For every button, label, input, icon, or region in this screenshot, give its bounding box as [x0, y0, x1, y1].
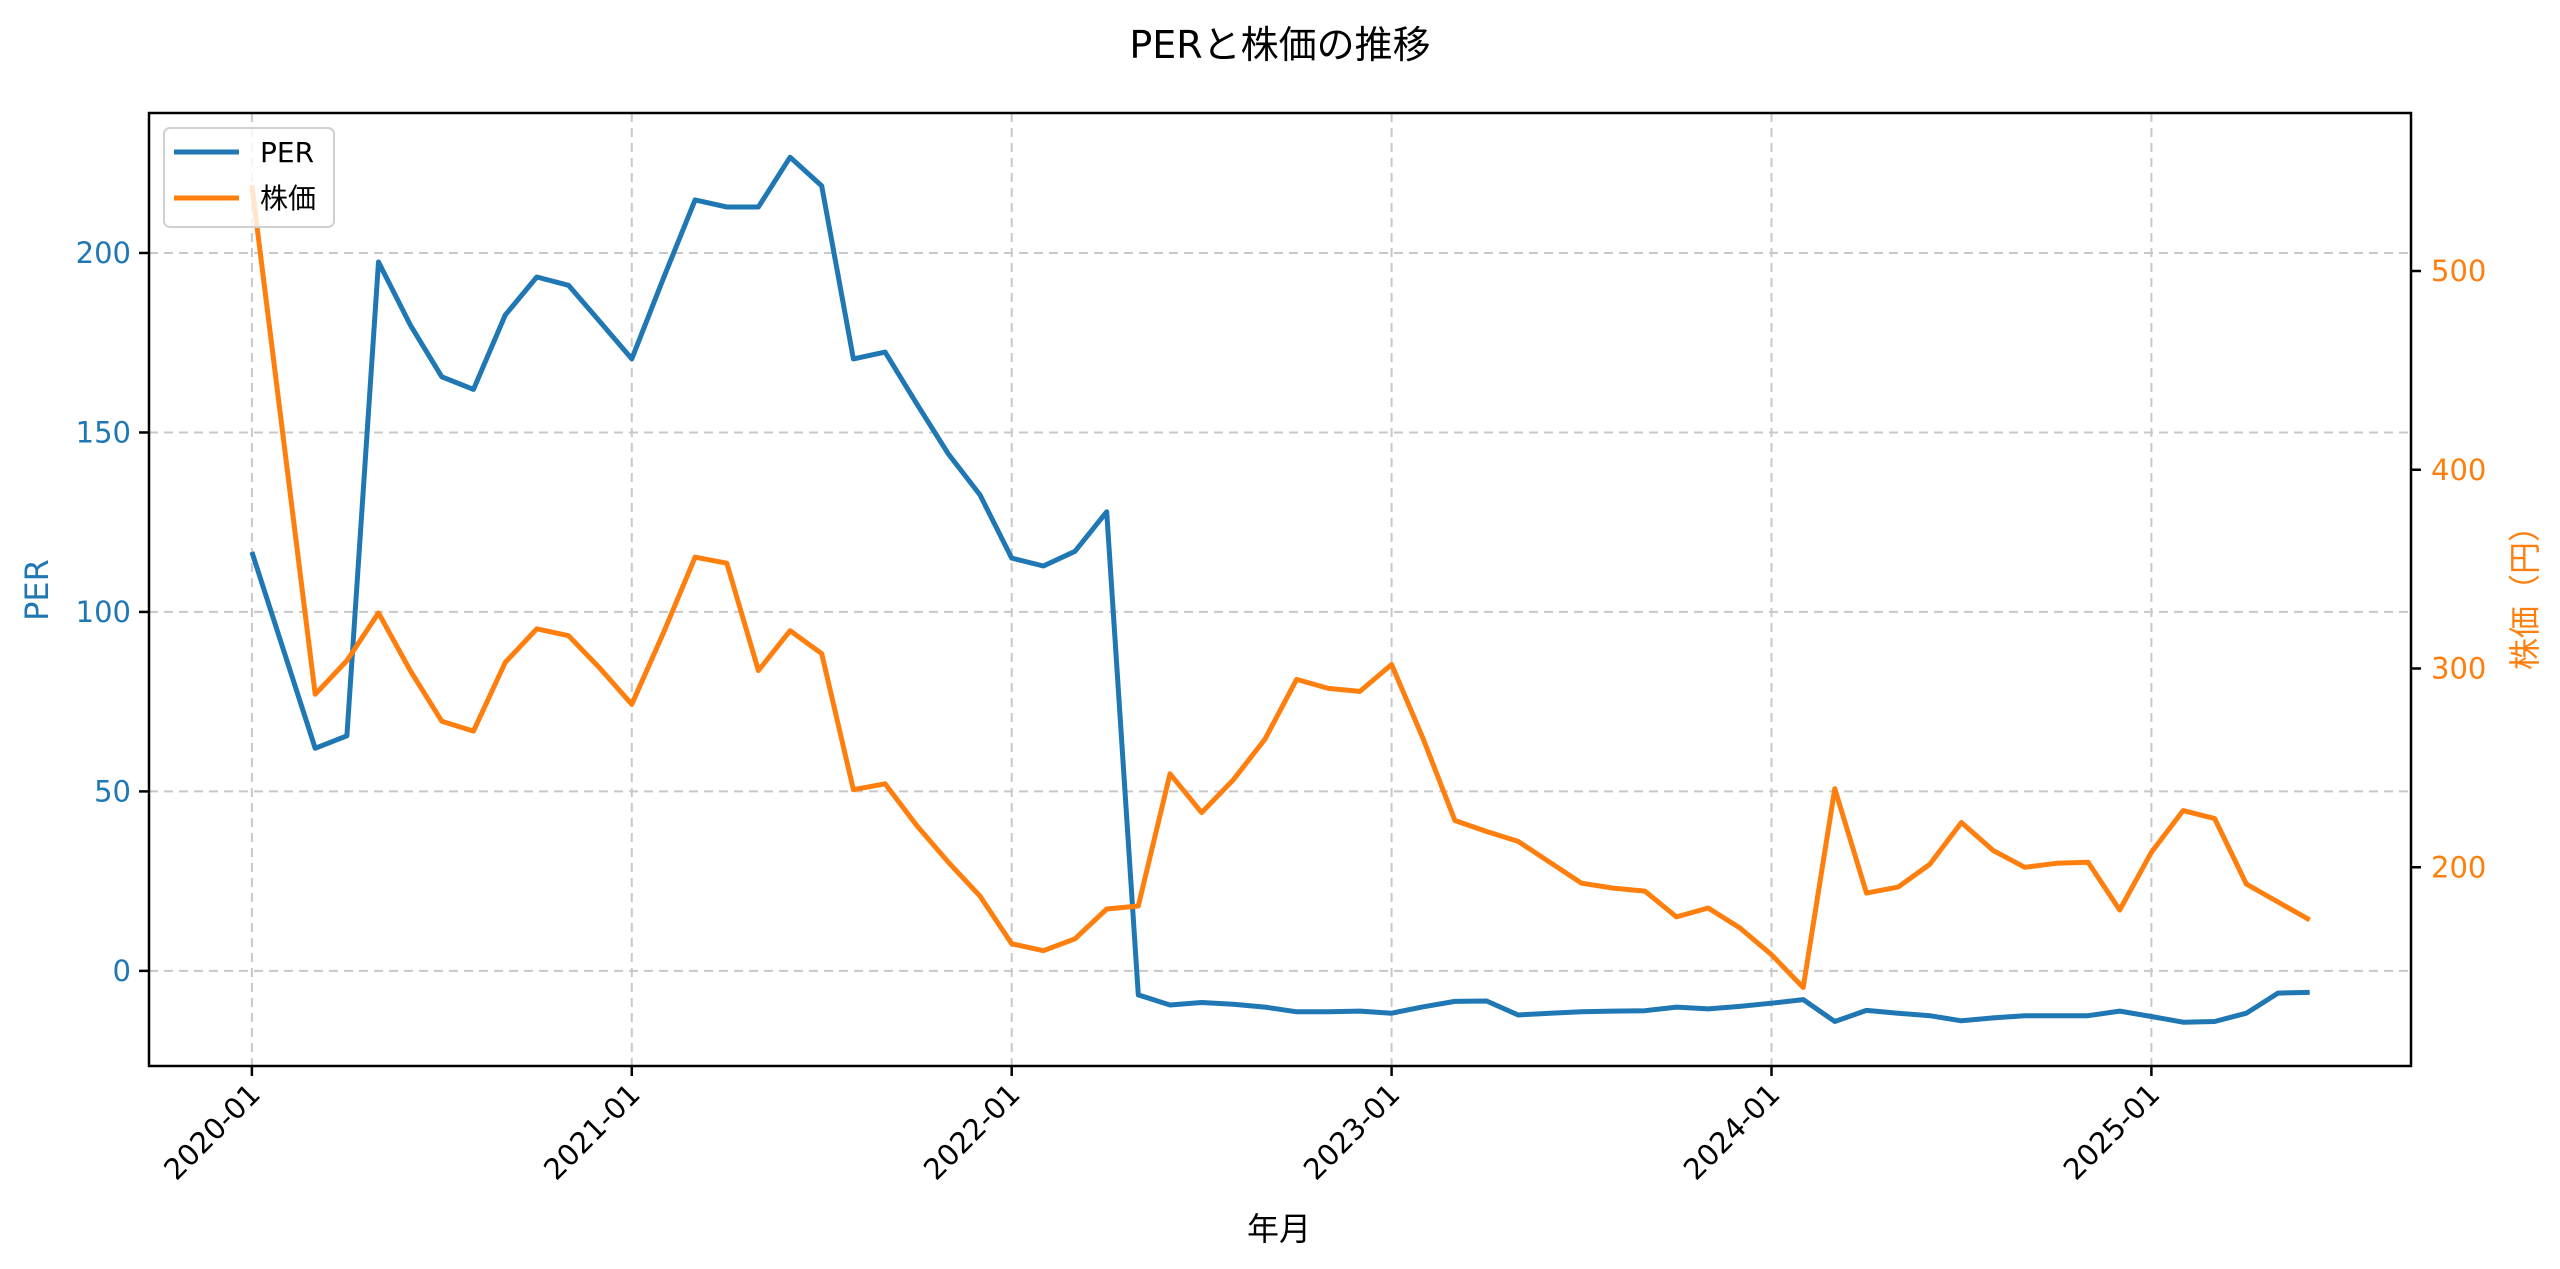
grid-lines — [149, 113, 2411, 1066]
left-y-tick-label: 50 — [94, 774, 131, 808]
x-tick-label: 2021-01 — [537, 1077, 647, 1187]
left-y-tick-label: 0 — [113, 954, 131, 988]
chart-title: PERと株価の推移 — [1129, 23, 1431, 67]
right-axis-label: 株価（円） — [2506, 510, 2544, 670]
left-y-tick-label: 150 — [76, 415, 131, 449]
legend: PER 株価 — [163, 127, 335, 228]
x-tick-label: 2024-01 — [1677, 1077, 1787, 1187]
per-line — [249, 154, 2310, 1025]
right-y-tick-label: 300 — [2431, 652, 2486, 686]
x-tick-label: 2025-01 — [2057, 1077, 2167, 1187]
right-y-tick-label: 400 — [2431, 453, 2486, 487]
x-tick-label: 2022-01 — [917, 1077, 1027, 1187]
right-y-axis: 200 300 400 500 — [2411, 254, 2486, 884]
data-series — [249, 154, 2311, 1025]
left-y-tick-label: 200 — [76, 236, 131, 270]
x-tick-label: 2020-01 — [157, 1077, 267, 1187]
left-y-axis: 0 50 100 150 200 — [76, 236, 149, 988]
right-y-tick-label: 500 — [2431, 254, 2486, 288]
x-axis-label: 年月 — [1247, 1210, 1311, 1248]
x-axis: 2020-01 2021-01 2022-01 2023-01 2024-01 2025-… — [157, 1066, 2166, 1187]
left-axis-label: PER — [18, 559, 56, 621]
right-y-tick-label: 200 — [2431, 850, 2486, 884]
price-line — [249, 185, 2311, 990]
left-y-tick-label: 100 — [76, 595, 131, 629]
plot-frame — [147, 111, 2413, 1068]
x-tick-label: 2023-01 — [1297, 1077, 1407, 1187]
legend-price-label: 株価 — [260, 182, 316, 215]
legend-per-label: PER — [260, 136, 314, 169]
